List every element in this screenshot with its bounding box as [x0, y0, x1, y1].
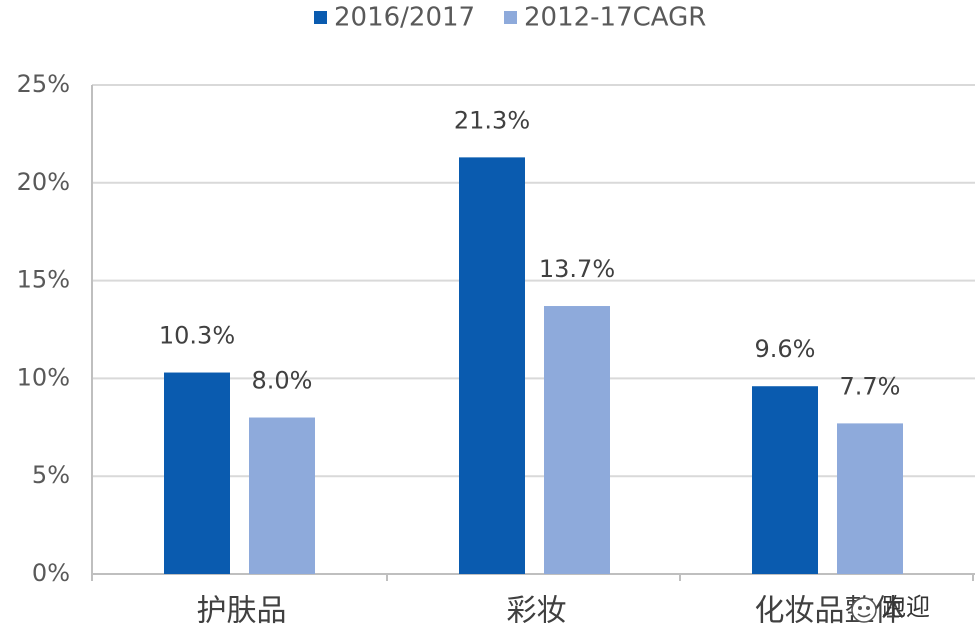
axes: 0% 5% 10% 15% 20% 25% 护肤品 彩妆 化妆品整体 — [17, 70, 975, 629]
watermark: 跑迎 — [851, 593, 930, 623]
category-label: 护肤品 — [197, 594, 287, 629]
legend-label: 2016/2017 — [334, 3, 475, 33]
y-tick-label: 10% — [17, 363, 70, 391]
category-label: 彩妆 — [507, 594, 567, 629]
bars — [164, 157, 903, 574]
legend-label: 2012-17CAGR — [524, 3, 706, 33]
data-label: 8.0% — [252, 367, 313, 395]
bar — [837, 423, 903, 574]
bar — [249, 417, 315, 574]
data-labels: 10.3% 21.3% 9.6% 8.0% 13.7% 7.7% — [159, 106, 901, 400]
y-tick-label: 15% — [17, 266, 70, 294]
data-label: 10.3% — [159, 322, 235, 350]
legend: 2016/2017 2012-17CAGR — [314, 3, 706, 33]
bar — [164, 372, 230, 574]
gridlines — [92, 84, 975, 478]
data-label: 21.3% — [454, 106, 530, 134]
y-tick-label: 20% — [17, 168, 70, 196]
legend-swatch — [314, 11, 327, 24]
y-tick-label: 0% — [32, 559, 70, 587]
legend-swatch — [504, 11, 517, 24]
bar — [752, 386, 818, 574]
data-label: 9.6% — [755, 335, 816, 363]
y-tick-label: 5% — [32, 461, 70, 489]
bar — [459, 157, 525, 574]
wechat-icon — [851, 597, 877, 623]
bar — [544, 306, 610, 574]
category-label: 化妆品整体 — [755, 594, 905, 629]
data-label: 13.7% — [539, 255, 615, 283]
watermark-text: 跑迎 — [882, 593, 930, 621]
y-tick-label: 25% — [17, 70, 70, 98]
data-label: 7.7% — [840, 372, 901, 400]
